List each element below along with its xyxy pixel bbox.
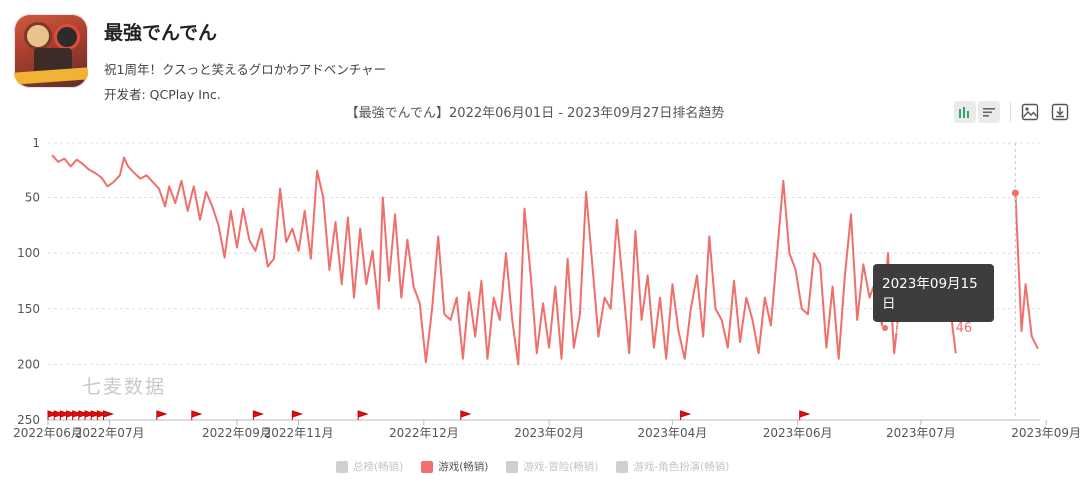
x-tick-label: 2022年12月: [389, 426, 459, 440]
event-flag: [680, 410, 692, 420]
series-line: [1014, 193, 1039, 350]
legend-swatch: [616, 460, 629, 473]
x-tick-label: 2023年07月: [886, 426, 956, 440]
x-tick-label: 2022年07月: [75, 426, 145, 440]
x-tick-label: 2023年02月: [514, 426, 584, 440]
legend-label: 游戏(畅销): [438, 461, 489, 473]
series-line: [51, 154, 908, 366]
event-flag: [252, 410, 264, 420]
event-flag: [291, 410, 303, 420]
event-flag: [357, 410, 369, 420]
bar-chart-icon[interactable]: [954, 101, 976, 123]
legend-item-rpg[interactable]: 游戏-角色扮演(畅销): [616, 459, 729, 474]
tooltip: 2023年09月15日 游戏(畅销) 46: [873, 264, 994, 336]
event-flag: [191, 410, 203, 420]
event-flag: [156, 410, 168, 420]
legend: 总榜(畅销) 游戏(畅销) 游戏-冒险(畅销) 游戏-角色扮演(畅销): [336, 459, 747, 474]
x-tick-label: 2023年04月: [637, 426, 707, 440]
y-tick-label: 200: [17, 357, 40, 371]
tooltip-series-dot: [882, 325, 888, 331]
y-tick-label: 50: [25, 191, 40, 205]
app-icon[interactable]: [14, 14, 88, 88]
x-tick-label: 2023年09月: [1011, 426, 1080, 440]
app-subtitle: 祝1周年！クスっと笑えるグロかわアドベンチャー: [104, 62, 387, 77]
app-name[interactable]: 最強でんでん: [104, 22, 218, 44]
event-flag: [799, 410, 811, 420]
legend-swatch: [336, 460, 348, 473]
y-tick-label: 1: [32, 136, 40, 150]
chart-toolbar: [954, 101, 1073, 123]
event-flag: [65, 410, 78, 420]
event-flag: [102, 410, 115, 420]
y-tick-label: 150: [17, 302, 40, 316]
event-flag: [72, 410, 84, 420]
tooltip-row: 游戏(畅销) 46: [882, 320, 985, 336]
app-developer: 开发者: QCPlay Inc.: [104, 87, 221, 102]
legend-item-adventure[interactable]: 游戏-冒险(畅销): [506, 459, 598, 474]
y-tick-label: 100: [17, 246, 40, 260]
image-icon[interactable]: [1019, 101, 1041, 123]
legend-label: 游戏-角色扮演(畅销): [633, 461, 730, 473]
event-flag: [460, 410, 472, 420]
event-flag: [59, 410, 71, 420]
event-flag: [53, 410, 65, 420]
download-icon[interactable]: [1049, 101, 1071, 123]
legend-swatch: [506, 460, 519, 473]
x-tick-label: 2023年06月: [763, 426, 833, 440]
highlight-point: [1011, 189, 1019, 197]
x-tick-label: 2022年11月: [264, 426, 334, 440]
event-flag: [78, 410, 90, 420]
list-icon[interactable]: [978, 101, 1000, 123]
tooltip-date: 2023年09月15日: [882, 276, 978, 312]
legend-label: 总榜(畅销): [353, 461, 404, 473]
toolbar-divider: [1010, 102, 1011, 122]
event-flag: [96, 410, 108, 420]
x-tick-label: 2022年09月: [202, 426, 272, 440]
highlight-layer: [1011, 143, 1019, 420]
y-tick-label: 250: [17, 413, 40, 427]
app-header: 最強でんでん 祝1周年！クスっと笑えるグロかわアドベンチャー 开发者: QCPl…: [14, 14, 386, 103]
chart-grid: [48, 142, 1040, 421]
legend-item-games[interactable]: 游戏(畅销): [421, 459, 488, 474]
gear-icon: [24, 22, 52, 50]
chart-title: 【最強でんでん】2022年06月01日 - 2023年09月27日排名趋势: [345, 106, 725, 121]
tooltip-series-name: 游戏(畅销): [894, 322, 947, 335]
tooltip-value: 46: [955, 320, 973, 336]
legend-swatch: [421, 460, 434, 473]
app-info: 最強でんでん 祝1周年！クスっと笑えるグロかわアドベンチャー 开发者: QCPl…: [104, 14, 386, 103]
watermark: 七麦数据: [82, 376, 167, 398]
legend-item-overall[interactable]: 总榜(畅销): [336, 459, 403, 474]
legend-label: 游戏-冒险(畅销): [523, 461, 599, 473]
event-markers: [47, 410, 811, 420]
x-tick-label: 2022年06月: [13, 426, 83, 440]
